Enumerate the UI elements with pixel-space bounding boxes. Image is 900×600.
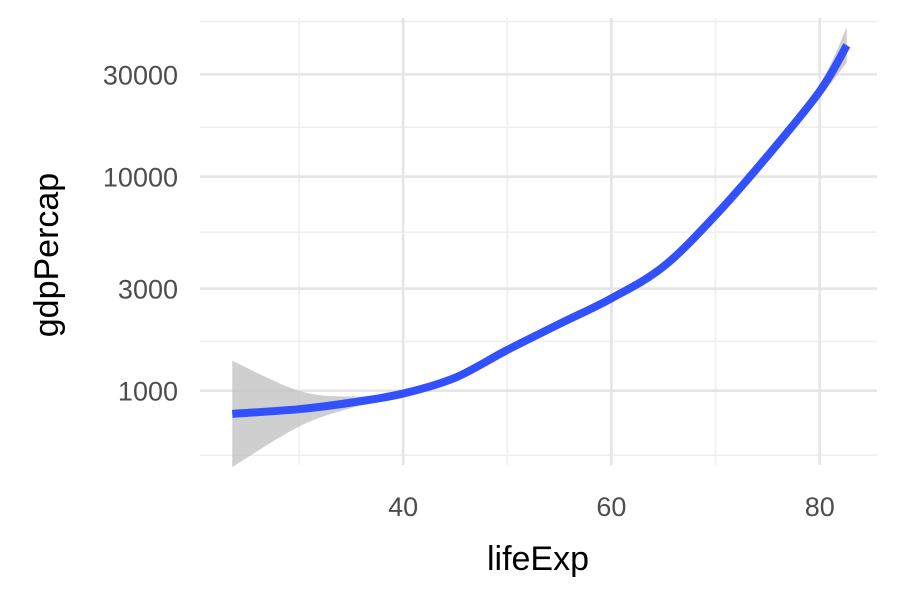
confidence-band [232,26,847,468]
confidence-band-layer [232,26,847,468]
y-tick-label: 30000 [103,60,178,90]
tick-labels: 40 60 80 1000 3000 10000 30000 [103,60,835,522]
x-tick-label: 80 [805,492,835,522]
x-axis-title: lifeExp [487,540,589,578]
line-layer [232,43,851,418]
smooth-line [232,43,851,418]
y-axis-title: gdpPercap [28,173,66,337]
y-tick-label: 10000 [103,163,178,193]
x-tick-label: 40 [388,492,418,522]
y-tick-label: 3000 [118,275,178,305]
x-tick-label: 60 [596,492,626,522]
y-tick-label: 1000 [118,377,178,407]
